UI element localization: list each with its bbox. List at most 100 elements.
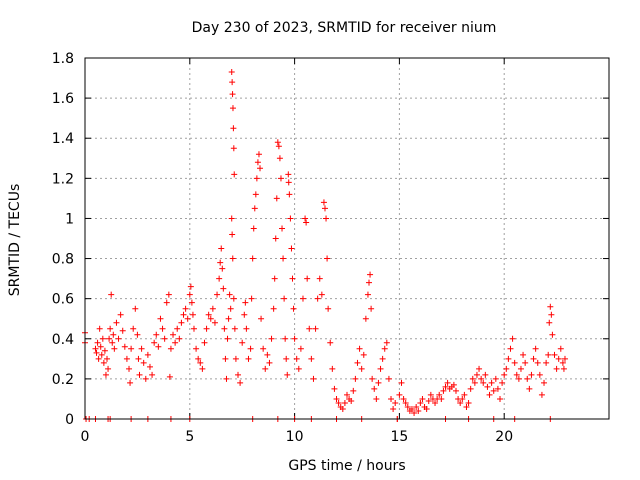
data-point <box>142 375 149 382</box>
data-point <box>228 215 235 222</box>
x-tick-label: 20 <box>495 429 513 445</box>
data-point <box>275 143 282 150</box>
data-point <box>561 355 568 362</box>
data-point <box>132 305 139 312</box>
data-point <box>404 403 411 410</box>
y-axis-label: SRMTID / TECUs <box>7 184 23 297</box>
data-point <box>373 395 380 402</box>
data-point <box>166 373 173 380</box>
data-point <box>461 391 468 398</box>
data-point <box>379 355 386 362</box>
x-tick-label: 15 <box>390 429 408 445</box>
data-point <box>411 409 418 416</box>
data-point <box>480 379 487 386</box>
data-point <box>199 365 206 372</box>
data-point <box>314 295 321 302</box>
data-point <box>303 219 310 226</box>
data-point <box>442 383 449 390</box>
data-point <box>488 379 495 386</box>
data-point <box>100 359 107 366</box>
data-point <box>505 355 512 362</box>
data-point <box>321 205 328 212</box>
data-point <box>348 397 355 404</box>
data-point <box>92 345 99 352</box>
data-point <box>268 335 275 342</box>
data-point <box>186 291 193 298</box>
data-point <box>272 235 279 242</box>
data-point <box>254 159 261 166</box>
data-point <box>205 311 212 318</box>
data-point <box>184 315 191 322</box>
data-point <box>366 279 373 286</box>
data-point <box>360 351 367 358</box>
data-point <box>522 359 529 366</box>
data-point <box>140 359 147 366</box>
data-point <box>126 365 133 372</box>
data-point <box>258 315 265 322</box>
data-point <box>509 335 516 342</box>
data-point <box>262 365 269 372</box>
data-point <box>283 355 290 362</box>
data-point <box>526 385 533 392</box>
data-point <box>260 345 267 352</box>
data-point <box>375 379 382 386</box>
data-point <box>560 365 567 372</box>
data-point <box>287 215 294 222</box>
data-point <box>235 371 242 378</box>
data-point <box>127 379 134 386</box>
data-point <box>271 275 278 282</box>
data-point <box>190 325 197 332</box>
data-point <box>459 395 466 402</box>
data-point <box>288 245 295 252</box>
data-point <box>415 407 422 414</box>
data-point <box>310 375 317 382</box>
data-point <box>471 379 478 386</box>
data-point <box>155 343 162 350</box>
data-point <box>130 325 137 332</box>
data-point <box>325 305 332 312</box>
data-point <box>249 255 256 262</box>
data-point <box>144 351 151 358</box>
data-point <box>149 371 156 378</box>
data-point <box>494 385 501 392</box>
data-point <box>279 225 286 232</box>
data-point <box>538 391 545 398</box>
data-point <box>195 355 202 362</box>
data-point <box>367 271 374 278</box>
x-tick-label: 10 <box>286 429 304 445</box>
data-point <box>230 145 237 152</box>
data-point <box>216 275 223 282</box>
data-point <box>497 395 504 402</box>
data-point <box>302 215 309 222</box>
data-point <box>402 399 409 406</box>
data-point <box>253 175 260 182</box>
data-point <box>465 399 472 406</box>
data-point <box>450 381 457 388</box>
data-point <box>520 351 527 358</box>
plot-frame <box>84 57 610 420</box>
data-point <box>111 345 118 352</box>
data-point <box>172 339 179 346</box>
data-point <box>119 327 126 334</box>
data-point <box>377 365 384 372</box>
data-point <box>226 291 233 298</box>
data-point <box>457 399 464 406</box>
data-point <box>507 345 514 352</box>
data-point <box>339 405 346 412</box>
data-point <box>327 339 334 346</box>
data-point <box>245 355 252 362</box>
grid-layer <box>85 58 609 419</box>
data-point <box>390 405 397 412</box>
data-point <box>469 375 476 382</box>
data-point <box>237 379 244 386</box>
data-point <box>224 335 231 342</box>
data-point <box>452 387 459 394</box>
data-point <box>543 359 550 366</box>
data-point <box>486 391 493 398</box>
y-tick-label: 1.4 <box>52 131 74 147</box>
data-point <box>170 331 177 338</box>
data-point <box>109 339 116 346</box>
data-point <box>270 305 277 312</box>
data-point <box>555 355 562 362</box>
data-point <box>546 319 553 326</box>
